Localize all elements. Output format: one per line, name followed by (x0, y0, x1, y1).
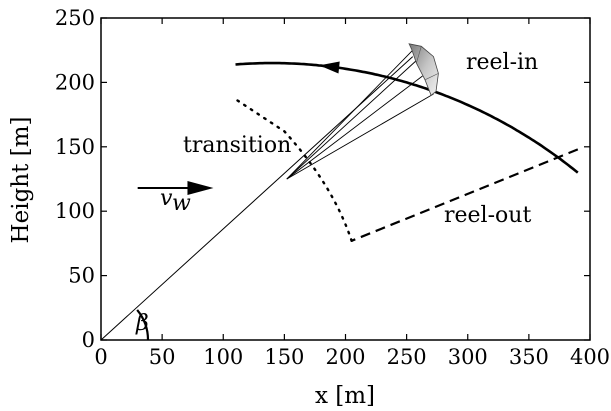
transition-path (234, 97, 353, 243)
y-tick-label: 200 (55, 70, 95, 94)
y-tick-label: 150 (55, 135, 95, 159)
reel-in-arrowhead (319, 61, 340, 74)
wind-arrowhead (187, 181, 214, 196)
beta-angle-arc (136, 309, 150, 341)
y-tick-label: 250 (55, 6, 95, 30)
x-axis-label: x [m] (315, 383, 375, 409)
x-tick-label: 300 (448, 345, 488, 369)
y-tick-label: 50 (68, 264, 95, 288)
x-tick-label: 150 (264, 345, 304, 369)
transition-label: transition (183, 133, 291, 158)
y-tick-label: 100 (55, 199, 95, 223)
kite-rib (408, 43, 412, 50)
kite-rib (424, 73, 439, 81)
kite-and-tether (100, 43, 439, 341)
reel-out-label: reel-out (444, 203, 531, 228)
annotations: reel-in reel-out transition v w β (135, 50, 538, 336)
x-tick-label: 100 (203, 345, 243, 369)
bridle-line (286, 75, 423, 180)
bridle-line (286, 93, 434, 180)
kite-rib (430, 91, 437, 96)
tether-line (100, 56, 414, 341)
bridle-line (286, 48, 415, 180)
x-tick-label: 350 (509, 345, 549, 369)
kite-rib (416, 46, 422, 64)
axes: x [m] Height [m] 0 50 100 150 200 250 300 350 40… (8, 6, 610, 409)
beta-angle-label: β (135, 311, 149, 336)
x-tick-label: 50 (149, 345, 176, 369)
reel-in-label: reel-in (466, 50, 538, 75)
flight-paths (136, 61, 579, 341)
wind-velocity-subscript: w (172, 191, 191, 216)
bridle-line (286, 60, 417, 180)
reel-out-path (351, 148, 579, 242)
x-tick-label: 200 (325, 345, 365, 369)
x-tick-label: 250 (387, 345, 427, 369)
wind-velocity-label: v (160, 186, 173, 211)
y-tick-label: 0 (82, 328, 95, 352)
reel-in-path (235, 61, 579, 174)
x-tick-label: 0 (94, 345, 107, 369)
x-tick-label: 400 (570, 345, 610, 369)
y-axis-label: Height [m] (8, 117, 34, 244)
